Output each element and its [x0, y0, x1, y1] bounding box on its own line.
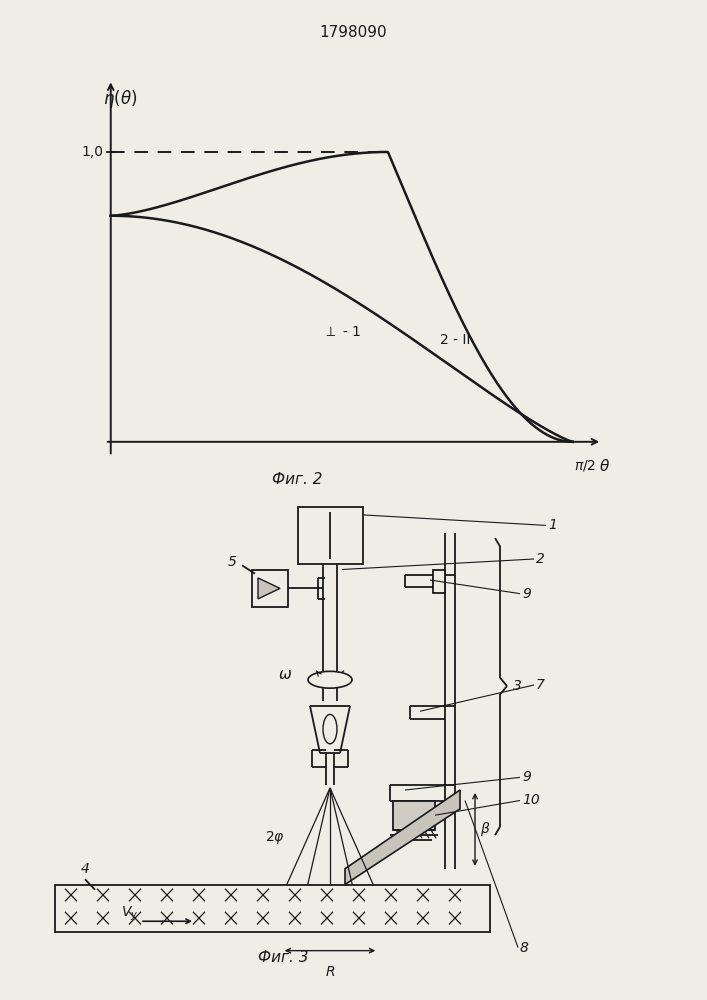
Text: 8: 8: [520, 940, 529, 954]
Text: 4: 4: [81, 862, 90, 876]
Ellipse shape: [308, 671, 352, 688]
Text: $\perp$ - 1: $\perp$ - 1: [322, 325, 361, 339]
Bar: [433, 570, 445, 593]
Text: R: R: [325, 965, 335, 979]
Bar: [55, 884, 490, 932]
Text: $V_y$: $V_y$: [121, 905, 138, 923]
Polygon shape: [258, 578, 280, 599]
Text: 1: 1: [548, 518, 557, 532]
Text: $\eta(\theta)$: $\eta(\theta)$: [103, 88, 138, 110]
Text: 2 - II: 2 - II: [440, 333, 471, 347]
Text: $\theta$: $\theta$: [600, 458, 610, 474]
Text: 9: 9: [522, 587, 531, 601]
Bar: [298, 506, 363, 564]
Bar: [252, 570, 288, 607]
Text: 9: 9: [522, 770, 531, 784]
Ellipse shape: [323, 714, 337, 744]
Text: $2\varphi$: $2\varphi$: [265, 829, 285, 846]
Text: 10: 10: [522, 794, 539, 808]
Text: 5: 5: [228, 555, 236, 569]
Text: 7: 7: [536, 678, 545, 692]
Text: 1,0: 1,0: [81, 145, 103, 159]
Polygon shape: [345, 790, 460, 884]
Bar: [393, 800, 435, 830]
Text: 2: 2: [536, 552, 545, 566]
Text: $\beta$: $\beta$: [480, 820, 491, 838]
Text: 3: 3: [513, 679, 522, 693]
Text: 1798090: 1798090: [320, 25, 387, 40]
Text: Фиг. 3: Фиг. 3: [257, 950, 308, 965]
Text: $\omega$: $\omega$: [278, 667, 292, 682]
Text: $\pi/2$: $\pi/2$: [574, 458, 596, 473]
Text: Фиг. 2: Фиг. 2: [271, 472, 322, 487]
